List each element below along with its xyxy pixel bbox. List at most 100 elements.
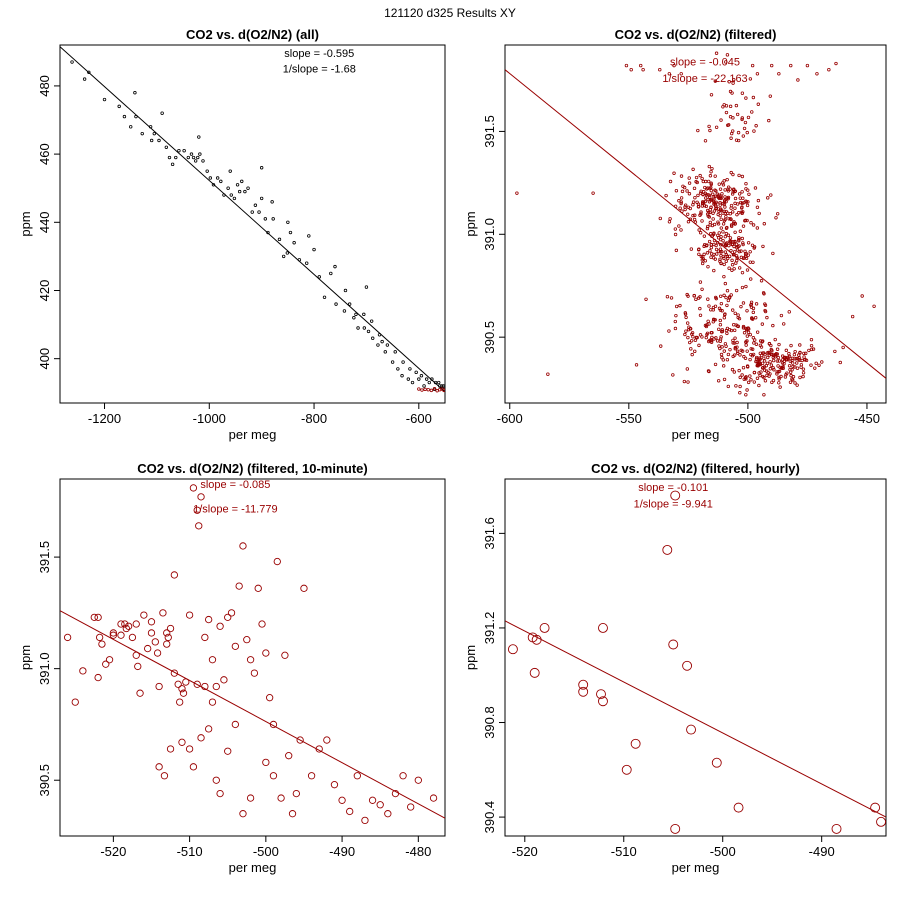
data-point [709, 182, 713, 187]
data-point [722, 179, 726, 183]
data-point [410, 380, 415, 385]
data-point [724, 226, 729, 230]
data-point [725, 289, 730, 293]
data-point [718, 247, 723, 251]
data-point [473, 387, 476, 390]
data-point [201, 633, 209, 642]
data-point [670, 823, 681, 834]
data-point [734, 288, 739, 293]
data-point [687, 181, 692, 185]
data-point [725, 53, 730, 57]
data-point [662, 544, 673, 555]
data-point [727, 254, 732, 259]
data-point [689, 347, 693, 351]
data-point [741, 241, 745, 245]
data-point [446, 385, 449, 388]
data-point [718, 259, 722, 264]
data-point [739, 304, 743, 309]
data-point [457, 388, 460, 391]
data-point [722, 349, 727, 353]
data-point [740, 117, 744, 122]
data-point [235, 183, 240, 187]
data-point [672, 63, 676, 68]
data-point [723, 281, 728, 286]
data-point [735, 324, 740, 328]
data-point [717, 306, 722, 311]
data-point [693, 349, 697, 354]
data-point [746, 380, 751, 385]
data-point [820, 360, 824, 364]
data-point [688, 327, 693, 331]
data-point [224, 747, 232, 755]
data-point [342, 309, 347, 313]
data-point [529, 667, 540, 678]
data-point [778, 365, 782, 370]
data-point [685, 321, 690, 325]
data-point [430, 377, 434, 381]
data-point [709, 255, 713, 259]
data-point [364, 285, 369, 289]
data-point [155, 763, 163, 771]
data-point [737, 192, 742, 196]
data-point [740, 174, 745, 179]
inverse-slope-annotation: 1/slope = -1.68 [283, 63, 356, 75]
data-point [455, 389, 458, 392]
data-point [708, 195, 712, 199]
data-point [798, 343, 802, 347]
data-point [271, 217, 275, 221]
data-point [147, 618, 156, 626]
data-point [788, 367, 792, 372]
data-point [744, 182, 748, 186]
data-point [801, 367, 806, 371]
data-point [720, 250, 724, 254]
data-point [407, 803, 415, 811]
data-point [507, 644, 518, 655]
data-point [396, 367, 400, 371]
data-point [447, 389, 450, 392]
data-point [710, 234, 715, 238]
data-point [720, 355, 724, 360]
data-point [751, 310, 756, 315]
data-point [745, 334, 750, 338]
data-point [767, 342, 772, 346]
data-point [761, 374, 765, 379]
data-point [728, 295, 732, 299]
data-point [755, 72, 760, 76]
data-point [758, 373, 762, 378]
data-point [723, 205, 727, 209]
data-point [790, 356, 795, 361]
data-point [432, 386, 437, 391]
data-point [208, 698, 217, 706]
data-point [787, 310, 791, 314]
data-point [733, 802, 744, 813]
chart-title: CO2 vs. d(O2/N2) (filtered, 10-minute) [137, 461, 367, 476]
data-point [720, 345, 724, 349]
data-point [729, 248, 733, 253]
data-point [745, 203, 750, 208]
data-point [745, 218, 749, 223]
data-point [726, 298, 731, 303]
data-point [789, 63, 793, 68]
data-point [71, 698, 79, 706]
slope-annotation: slope = -0.085 [200, 479, 270, 491]
data-point [719, 226, 724, 230]
data-point [134, 662, 142, 671]
x-tick-label: -600 [406, 411, 432, 426]
data-point [644, 297, 648, 301]
data-point [707, 369, 711, 374]
data-point [749, 378, 753, 382]
data-point [688, 206, 692, 211]
data-point [132, 620, 140, 628]
data-point [262, 758, 270, 767]
data-point [762, 356, 766, 360]
data-point [762, 365, 767, 369]
data-point [727, 266, 731, 270]
data-point [759, 279, 764, 283]
data-point [789, 343, 793, 348]
data-point [726, 189, 731, 193]
data-point [777, 72, 781, 76]
data-point [761, 244, 765, 249]
data-point [712, 202, 716, 206]
data-point [239, 810, 247, 818]
data-point [639, 63, 643, 68]
